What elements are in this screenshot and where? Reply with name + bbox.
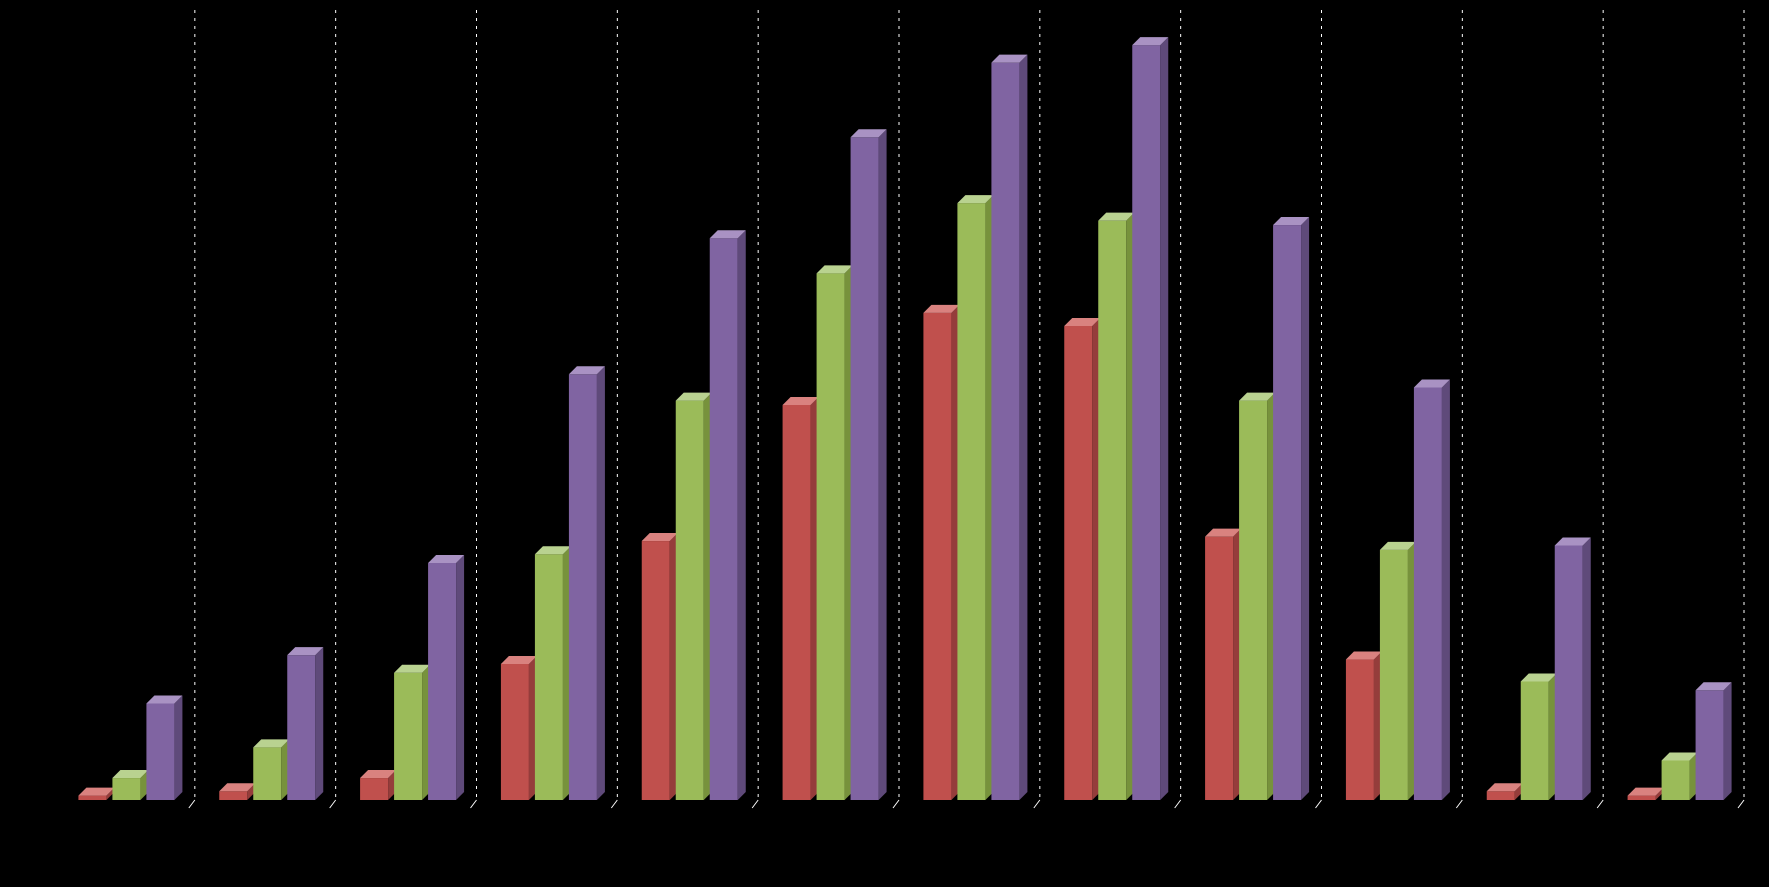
bar-side: [315, 647, 323, 800]
bar-series-b-3: [535, 554, 563, 800]
bar-series-c-3: [569, 374, 597, 800]
bar-series-a-10: [1487, 791, 1515, 800]
bar-series-a-1: [219, 791, 247, 800]
bar-series-c-0: [146, 703, 174, 800]
bar-side: [1442, 379, 1450, 800]
bar-series-a-11: [1628, 796, 1656, 800]
bar-series-c-5: [851, 137, 879, 800]
bar-side: [1724, 682, 1732, 800]
bar-series-c-10: [1555, 545, 1583, 800]
bar-series-b-1: [253, 747, 281, 800]
bar-series-c-11: [1696, 690, 1724, 800]
bar-series-b-0: [112, 778, 140, 800]
bar-series-c-9: [1414, 387, 1442, 800]
bar-side: [738, 230, 746, 800]
bar-side: [1583, 537, 1591, 800]
bar-side: [597, 366, 605, 800]
bar-side: [456, 555, 464, 800]
bar-series-a-3: [501, 664, 529, 800]
bar-series-a-2: [360, 778, 388, 800]
bar-series-b-8: [1239, 401, 1267, 800]
bar-series-c-7: [1132, 45, 1160, 800]
bar-series-a-4: [642, 541, 670, 800]
bar-series-b-9: [1380, 550, 1408, 800]
bar-series-b-10: [1521, 682, 1549, 801]
bar-side: [1019, 55, 1027, 800]
bar-series-a-9: [1346, 660, 1374, 800]
bar-side: [1301, 217, 1309, 800]
bar-series-a-0: [78, 796, 106, 800]
bar-series-b-6: [957, 203, 985, 800]
bar-series-b-11: [1662, 761, 1690, 801]
bar-series-a-5: [783, 405, 811, 800]
bar-series-b-4: [676, 401, 704, 800]
bar-series-b-5: [817, 273, 845, 800]
bar-series-c-2: [428, 563, 456, 800]
bar-side: [1160, 37, 1168, 800]
bar-series-a-6: [923, 313, 951, 800]
bar-series-c-4: [710, 238, 738, 800]
bar-series-b-7: [1098, 221, 1126, 800]
bar-series-b-2: [394, 673, 422, 800]
bar-series-a-8: [1205, 537, 1233, 800]
bar-side: [879, 129, 887, 800]
bar-series-c-6: [991, 63, 1019, 800]
bar-series-a-7: [1064, 326, 1092, 800]
bar-side: [174, 695, 182, 800]
bar-series-c-1: [287, 655, 315, 800]
bar-series-c-8: [1273, 225, 1301, 800]
grouped-3d-bar-chart: [0, 0, 1769, 887]
